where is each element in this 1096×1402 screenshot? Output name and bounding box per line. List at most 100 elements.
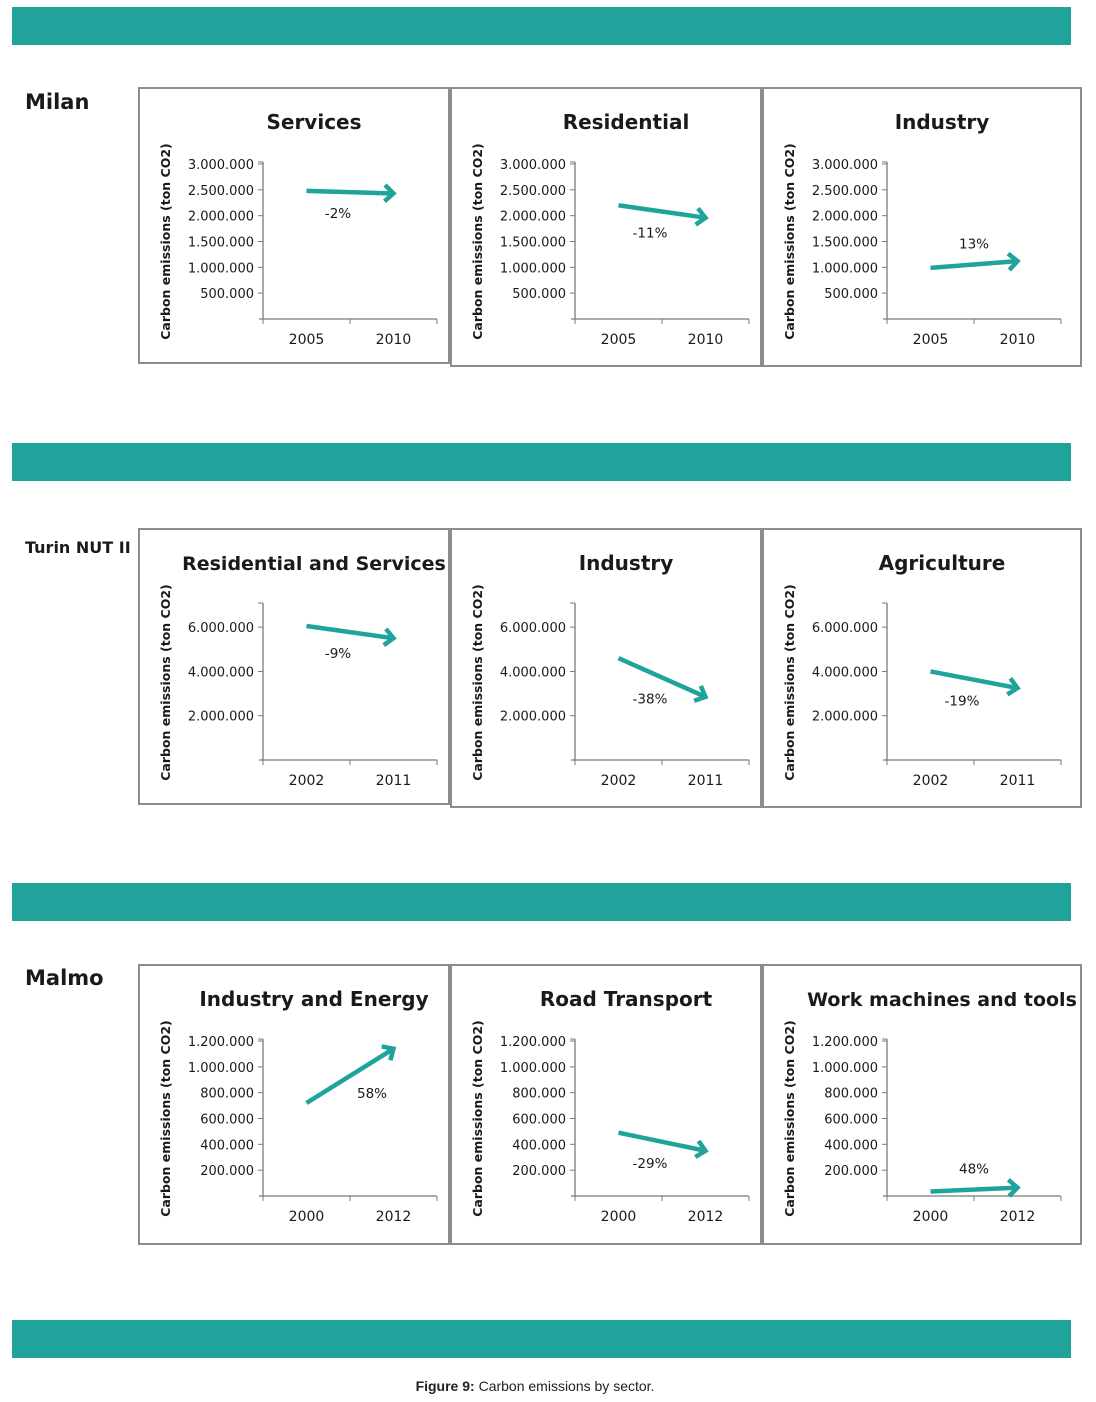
chart-svg-turin-industry: Industry Carbon emissions (ton CO2) 2.000.…	[470, 551, 750, 789]
city-label-turin: Turin NUT II	[25, 538, 131, 557]
x-tick-label: 2012	[688, 1209, 724, 1225]
series-line	[930, 259, 1016, 271]
chart-svg-milan-industry: Industry Carbon emissions (ton CO2) 500.00…	[782, 110, 1062, 348]
y-tick-label: 2.500.000	[500, 184, 566, 199]
x-tick-label: 2011	[688, 773, 724, 789]
city-label-malmo: Malmo	[25, 966, 104, 990]
x-tick-label: 2005	[913, 332, 949, 348]
x-tick-label: 2011	[1000, 773, 1036, 789]
chart-svg-milan-residential: Residential Carbon emissions (ton CO2) 500…	[470, 110, 750, 348]
chart-panel-turin-residential-services: Residential and Services Carbon emissions…	[138, 528, 450, 805]
y-tick-label: 6.000.000	[812, 621, 878, 636]
chart-title: Residential	[563, 110, 690, 134]
y-tick-label: 200.000	[824, 1164, 878, 1179]
teal-band-turin-malmo	[12, 883, 1071, 921]
x-tick-label: 2010	[1000, 332, 1036, 348]
y-tick-label: 1.200.000	[500, 1035, 566, 1050]
x-tick-label: 2011	[376, 773, 412, 789]
y-tick-label: 2.000.000	[500, 710, 566, 725]
x-tick-label: 2012	[1000, 1209, 1036, 1225]
y-axis-label: Carbon emissions (ton CO2)	[470, 143, 485, 340]
y-axis-label: Carbon emissions (ton CO2)	[158, 584, 173, 781]
series-line	[930, 1185, 1016, 1194]
x-tick-label: 2000	[289, 1209, 325, 1225]
chart-panel-milan-residential: Residential Carbon emissions (ton CO2) 500…	[450, 87, 762, 367]
x-tick-label: 2002	[913, 773, 949, 789]
y-tick-label: 4.000.000	[812, 665, 878, 680]
y-tick-label: 2.000.000	[188, 710, 254, 725]
y-axis-label: Carbon emissions (ton CO2)	[158, 1020, 173, 1217]
chart-svg-malmo-road-transport: Road Transport Carbon emissions (ton CO2)…	[470, 987, 750, 1225]
y-tick-label: 500.000	[824, 287, 878, 302]
y-tick-label: 800.000	[200, 1087, 254, 1102]
y-tick-label: 1.000.000	[812, 1061, 878, 1076]
y-tick-label: 2.500.000	[188, 184, 254, 199]
y-tick-label: 600.000	[512, 1113, 566, 1128]
series-line	[617, 656, 705, 699]
series-line	[618, 203, 704, 220]
y-tick-label: 3.000.000	[812, 158, 878, 173]
y-tick-label: 400.000	[512, 1138, 566, 1153]
y-tick-label: 4.000.000	[500, 665, 566, 680]
y-tick-label: 800.000	[512, 1087, 566, 1102]
x-tick-label: 2005	[289, 332, 325, 348]
chart-svg-milan-services: Services Carbon emissions (ton CO2) 500.00…	[158, 110, 438, 348]
change-label: -11%	[633, 226, 668, 242]
chart-panel-turin-industry: Industry Carbon emissions (ton CO2) 2.000.…	[450, 528, 762, 808]
y-tick-label: 2.500.000	[812, 184, 878, 199]
change-label: -29%	[633, 1156, 668, 1172]
chart-svg-malmo-industry-energy: Industry and Energy Carbon emissions (ton…	[158, 987, 438, 1225]
figure-caption: Figure 9: Carbon emissions by sector.	[0, 1378, 1070, 1394]
chart-panel-milan-industry: Industry Carbon emissions (ton CO2) 500.00…	[762, 87, 1082, 367]
y-tick-label: 6.000.000	[500, 621, 566, 636]
teal-band-milan-turin	[12, 443, 1071, 481]
x-tick-label: 2002	[601, 773, 637, 789]
caption-text: Carbon emissions by sector.	[478, 1378, 655, 1394]
chart-svg-malmo-work-machines: Work machines and tools Carbon emissions …	[782, 989, 1077, 1225]
y-tick-label: 2.000.000	[812, 210, 878, 225]
y-tick-label: 1.000.000	[812, 261, 878, 276]
series-line	[618, 1130, 704, 1153]
y-axis-label: Carbon emissions (ton CO2)	[470, 1020, 485, 1217]
x-tick-label: 2000	[601, 1209, 637, 1225]
x-tick-label: 2012	[376, 1209, 412, 1225]
chart-title: Industry and Energy	[199, 987, 428, 1011]
change-label: -2%	[325, 206, 351, 222]
chart-title: Residential and Services	[182, 553, 446, 575]
y-axis-label: Carbon emissions (ton CO2)	[782, 143, 797, 340]
change-label: 13%	[959, 236, 989, 252]
y-tick-label: 800.000	[824, 1087, 878, 1102]
series-line	[306, 623, 392, 641]
y-tick-label: 1.000.000	[188, 1061, 254, 1076]
chart-title: Industry	[895, 110, 990, 134]
change-label: -9%	[325, 646, 351, 662]
y-tick-label: 1.000.000	[500, 1061, 566, 1076]
y-tick-label: 1.500.000	[188, 236, 254, 251]
x-tick-label: 2010	[376, 332, 412, 348]
y-tick-label: 3.000.000	[500, 158, 566, 173]
city-label-milan: Milan	[25, 90, 90, 114]
y-tick-label: 4.000.000	[188, 665, 254, 680]
x-tick-label: 2002	[289, 773, 325, 789]
y-axis-label: Carbon emissions (ton CO2)	[782, 1020, 797, 1217]
y-tick-label: 2.000.000	[188, 210, 254, 225]
y-tick-label: 400.000	[824, 1138, 878, 1153]
change-label: -19%	[945, 694, 980, 710]
y-tick-label: 1.500.000	[500, 236, 566, 251]
y-tick-label: 500.000	[512, 287, 566, 302]
series-line	[306, 188, 392, 196]
x-tick-label: 2005	[601, 332, 637, 348]
change-label: -38%	[633, 692, 668, 708]
chart-panel-turin-agriculture: Agriculture Carbon emissions (ton CO2) 2.0…	[762, 528, 1082, 808]
y-tick-label: 400.000	[200, 1138, 254, 1153]
series-line	[930, 669, 1016, 690]
change-label: 58%	[357, 1086, 387, 1102]
change-label: 48%	[959, 1162, 989, 1178]
chart-title: Work machines and tools	[807, 989, 1077, 1011]
teal-band-top	[12, 7, 1071, 45]
series-line	[305, 1047, 393, 1105]
y-tick-label: 200.000	[200, 1164, 254, 1179]
chart-panel-malmo-industry-energy: Industry and Energy Carbon emissions (ton…	[138, 964, 450, 1245]
chart-svg-turin-agriculture: Agriculture Carbon emissions (ton CO2) 2.0…	[782, 551, 1062, 789]
chart-panel-malmo-work-machines: Work machines and tools Carbon emissions …	[762, 964, 1082, 1245]
